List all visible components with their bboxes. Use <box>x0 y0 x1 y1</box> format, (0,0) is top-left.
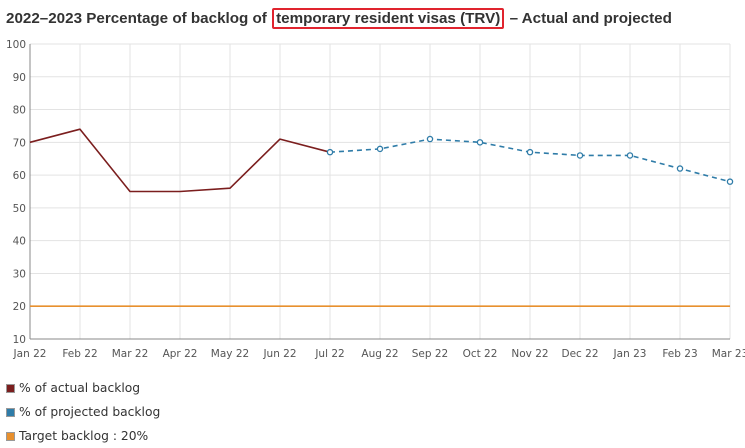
legend-item-actual[interactable]: % of actual backlog <box>6 376 160 400</box>
x-tick-label: May 22 <box>211 348 249 360</box>
y-tick-label: 20 <box>13 301 26 313</box>
x-tick-label: Jan 22 <box>13 348 47 360</box>
legend-label-target: Target backlog : 20% <box>19 429 149 443</box>
legend-item-projected[interactable]: % of projected backlog <box>6 400 160 424</box>
chart-title-highlight: temporary resident visas (TRV) <box>272 8 505 29</box>
series-point-1[interactable] <box>526 148 534 156</box>
legend: % of actual backlog % of projected backl… <box>6 376 160 448</box>
series-point-1[interactable] <box>326 148 334 156</box>
series-point-1[interactable] <box>626 152 634 159</box>
legend-swatch-target <box>6 431 15 441</box>
series-points <box>326 135 734 185</box>
chart-title-start: 2022–2023 Percentage of backlog of <box>6 10 267 27</box>
legend-swatch-projected <box>6 407 15 417</box>
line-chart: 10 20 30 40 50 60 70 80 90 100 Jan 22 Feb 22 Mar 22… <box>6 39 745 360</box>
x-tick-label: Feb 22 <box>62 348 97 360</box>
series-point-1[interactable] <box>426 135 434 143</box>
x-tick-label: Jun 22 <box>262 348 296 360</box>
y-tick-label: 30 <box>13 268 26 280</box>
y-tick-label: 80 <box>13 105 26 117</box>
series-point-1[interactable] <box>726 178 734 185</box>
legend-label-projected: % of projected backlog <box>19 405 161 419</box>
y-tick-label: 90 <box>13 72 26 84</box>
series-point-1[interactable] <box>576 152 584 159</box>
y-tick-label: 50 <box>13 203 26 215</box>
x-tick-label: Mar 22 <box>112 348 149 360</box>
x-tick-label: Mar 23 <box>712 348 745 360</box>
legend-swatch-actual <box>6 383 15 393</box>
x-tick-label: Dec 22 <box>561 348 598 360</box>
y-tick-label: 10 <box>13 334 26 346</box>
x-tick-label: Jan 23 <box>613 348 647 360</box>
x-tick-label: Aug 22 <box>361 348 398 360</box>
x-tick-label: Oct 22 <box>463 348 498 360</box>
x-axis: Jan 22 Feb 22 Mar 22 Apr 22 May 22 Jun 22 Jul … <box>13 338 745 360</box>
y-tick-label: 60 <box>13 170 26 182</box>
legend-label-actual: % of actual backlog <box>19 381 141 395</box>
x-tick-label: Jul 22 <box>314 348 344 360</box>
x-tick-label: Feb 23 <box>662 348 697 360</box>
y-axis: 10 20 30 40 50 60 70 80 90 100 <box>6 39 31 346</box>
chart-title: 2022–2023 Percentage of backlog of tempo… <box>6 8 672 30</box>
x-tick-label: Sep 22 <box>412 348 449 360</box>
chart-title-end: – Actual and projected <box>509 10 672 27</box>
series-line-0 <box>29 128 331 193</box>
series-point-1[interactable] <box>476 139 484 146</box>
series-point-1[interactable] <box>376 145 384 153</box>
series-point-1[interactable] <box>676 165 684 172</box>
x-tick-label: Apr 22 <box>163 348 198 360</box>
x-tick-label: Nov 22 <box>511 348 548 360</box>
y-tick-label: 100 <box>6 39 26 51</box>
legend-item-target[interactable]: Target backlog : 20% <box>6 424 160 448</box>
y-tick-label: 40 <box>13 236 26 248</box>
y-tick-label: 70 <box>13 137 26 149</box>
